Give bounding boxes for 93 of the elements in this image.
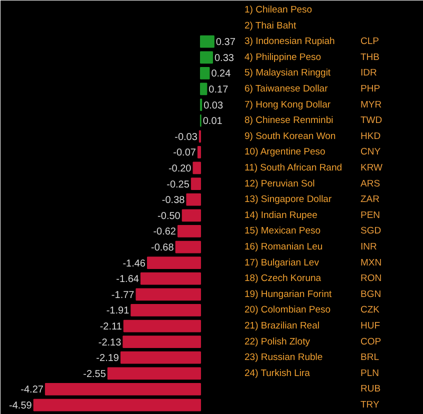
- text: 13) Singapore Dollar: [244, 194, 332, 206]
- y-tick-label: KRW: [360, 162, 383, 174]
- text: 2) Thai Baht: [244, 20, 296, 32]
- data-label: 0.03: [204, 100, 224, 112]
- data-label: 0.17: [208, 84, 229, 96]
- y-tick-label: PLN: [360, 368, 380, 379]
- bar: [146, 256, 201, 269]
- y-tick-label: HKD: [360, 130, 381, 142]
- y-tick-label: CZK: [360, 304, 380, 316]
- text: 19) Hungarian Forint: [244, 288, 332, 300]
- data-label: -2.11: [100, 322, 122, 333]
- bar: [200, 67, 210, 80]
- y-tick-label: INR: [360, 242, 377, 253]
- y-tick-label: RON: [360, 273, 382, 284]
- y-tick-label: CNY: [360, 146, 382, 158]
- text: 17) Bulgarian Lev: [244, 257, 320, 268]
- data-label: 0.01: [202, 116, 223, 128]
- y-tick-label: HUF: [360, 320, 380, 332]
- bar: [123, 320, 201, 332]
- data-label: 0.33: [214, 52, 234, 64]
- data-label: -1.46: [122, 258, 146, 270]
- bar: [44, 383, 201, 396]
- bar: [200, 82, 208, 96]
- y-tick-label: RUB: [360, 384, 381, 395]
- data-label: -0.50: [158, 210, 181, 222]
- data-label: -4.27: [20, 384, 44, 396]
- data-label: -0.62: [153, 226, 176, 238]
- y-tick-label: THB: [360, 52, 380, 63]
- y-tick-label: TRY: [360, 400, 380, 411]
- y-tick-label: PEN: [360, 210, 380, 221]
- bar: [186, 193, 201, 206]
- data-label: -4.59: [9, 400, 32, 412]
- bar: [107, 367, 201, 380]
- text: 11) South African Rand: [244, 162, 342, 174]
- data-label: -0.68: [151, 242, 174, 254]
- bar: [120, 351, 201, 364]
- bar: [190, 178, 201, 190]
- text: 23) Russian Ruble: [244, 352, 323, 364]
- data-label: -2.19: [96, 353, 120, 364]
- text: 20) Colombian Peso: [244, 304, 331, 316]
- text: 24) Turkish Lira: [244, 368, 311, 379]
- bar: [130, 304, 201, 316]
- bar: [197, 146, 201, 158]
- text: 1) Chilean Peso: [244, 4, 312, 16]
- data-label: -2.55: [83, 368, 106, 380]
- bar: [136, 288, 201, 301]
- text: 10) Argentine Peso: [244, 146, 326, 158]
- bar: [182, 209, 201, 222]
- data-label: -0.25: [166, 179, 190, 190]
- text: 9) South Korean Won: [244, 130, 336, 142]
- data-label: -1.91: [106, 306, 130, 317]
- y-tick-label: BGN: [360, 288, 382, 300]
- text: 15) Mexican Peso: [244, 226, 321, 237]
- text: 22) Polish Zloty: [244, 336, 310, 348]
- text: 7) Hong Kong Dollar: [244, 99, 331, 110]
- text: 18) Czech Koruna: [244, 273, 322, 284]
- data-label: -0.03: [174, 132, 198, 143]
- data-label: -2.13: [98, 337, 122, 348]
- y-tick-label: MXN: [360, 257, 382, 268]
- y-tick-label: COP: [360, 336, 382, 348]
- text: 12) Peruvian Sol: [244, 178, 315, 190]
- text: 6) Taiwanese Dollar: [244, 83, 328, 94]
- data-label: -0.07: [173, 148, 196, 159]
- y-tick-label: ZAR: [360, 194, 380, 206]
- y-tick-label: IDR: [360, 68, 377, 79]
- text: 5) Malaysian Ringgit: [244, 68, 331, 79]
- text: 8) Chinese Renminbi: [244, 115, 334, 126]
- y-tick-label: TWD: [360, 115, 382, 126]
- text: 21) Brazilian Real: [244, 320, 320, 332]
- y-tick-label: CLP: [360, 36, 379, 48]
- data-label: -1.64: [116, 274, 140, 286]
- bar: [33, 398, 201, 412]
- bar: [122, 336, 201, 348]
- y-tick-label: SGD: [360, 226, 382, 237]
- y-tick-label: ARS: [360, 178, 380, 190]
- bar: [200, 51, 213, 64]
- bar: [177, 225, 201, 238]
- bar: [140, 272, 201, 285]
- data-label: -0.38: [162, 195, 186, 206]
- bar: [200, 35, 214, 48]
- data-label: 0.24: [211, 68, 232, 80]
- data-label: -1.77: [111, 290, 135, 301]
- bar: [192, 162, 201, 174]
- y-tick-label: BRL: [360, 352, 379, 364]
- text: 4) Philippine Peso: [244, 52, 322, 63]
- data-label: 0.37: [216, 37, 236, 48]
- text: 3) Indonesian Rupiah: [244, 36, 335, 48]
- y-tick-label: PHP: [360, 83, 380, 94]
- y-tick-label: MYR: [360, 99, 382, 110]
- bar: [175, 240, 201, 254]
- text: 16) Romanian Leu: [244, 242, 323, 253]
- data-label: -0.20: [168, 163, 192, 174]
- text: 14) Indian Rupee: [244, 210, 318, 221]
